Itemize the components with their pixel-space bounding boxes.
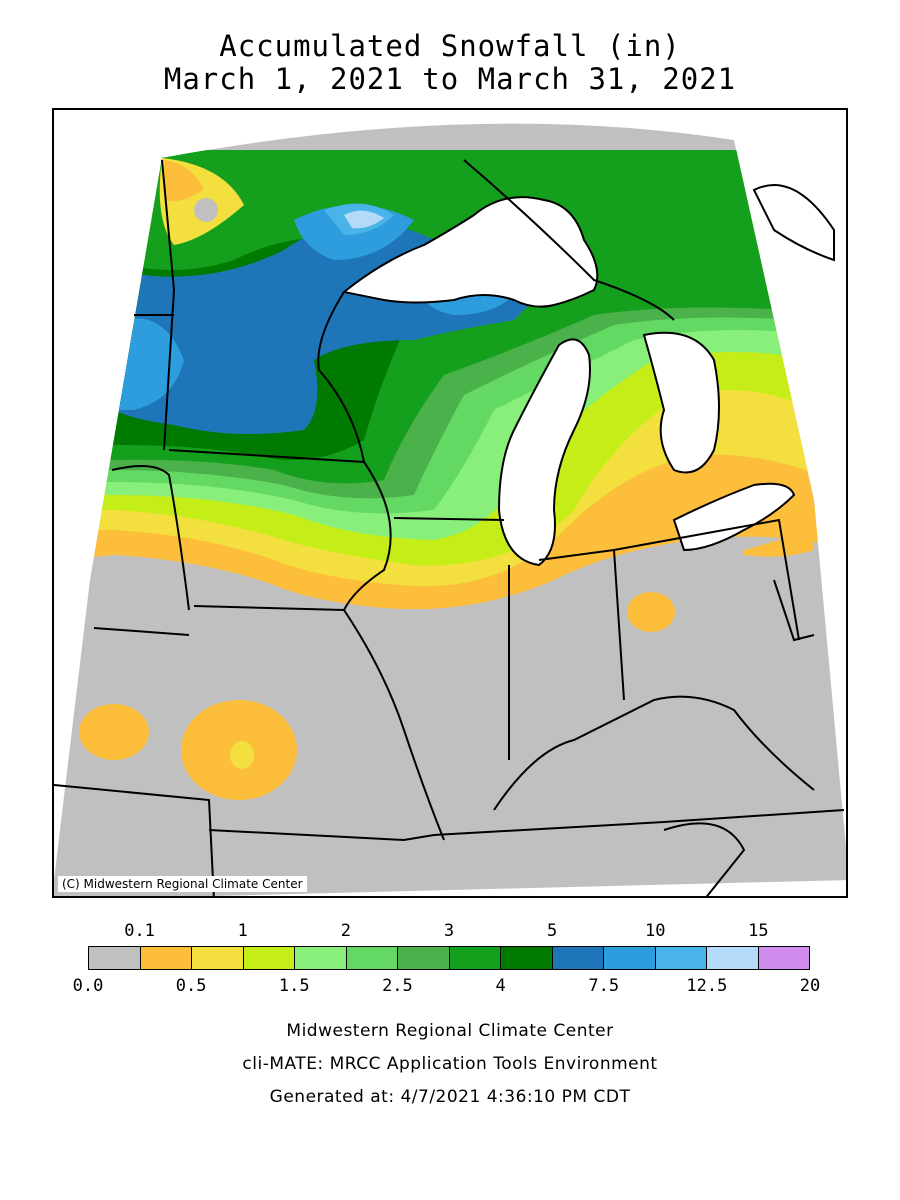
border-tn-va xyxy=(663,822,746,896)
snow-band-nw-orange xyxy=(164,160,204,202)
legend-swatch xyxy=(604,947,656,969)
color-legend xyxy=(88,946,810,970)
legend-bottom-label: 0.0 xyxy=(72,976,104,996)
legend-swatch xyxy=(243,947,295,969)
legend-swatch xyxy=(346,947,398,969)
lake-ontario-region xyxy=(752,184,835,262)
border-mi-up xyxy=(463,159,675,321)
legend-top-label: 3 xyxy=(443,921,455,941)
border-ohio-river xyxy=(493,695,815,811)
legend-swatch xyxy=(140,947,192,969)
snow-band-skyblue-west xyxy=(114,318,184,410)
legend-bottom-label: 1.5 xyxy=(278,976,310,996)
legend-swatch xyxy=(192,947,244,969)
legend-swatch xyxy=(758,947,809,969)
legend-top-label: 1 xyxy=(237,921,248,941)
legend-top-label: 10 xyxy=(645,921,666,941)
legend-swatch xyxy=(89,947,141,969)
legend-bottom-label: 0.5 xyxy=(175,976,207,996)
border-pa-wv xyxy=(773,579,815,642)
lake-superior xyxy=(341,196,599,308)
lake-michigan xyxy=(497,338,591,567)
snow-blob-missouri-core xyxy=(230,741,254,769)
legend-bottom-label: 12.5 xyxy=(686,976,728,996)
legend-top-label: 2 xyxy=(340,921,351,941)
snow-band-nw-gray xyxy=(194,198,218,222)
snow-blob-ohio xyxy=(627,592,675,632)
snow-band-paleblue xyxy=(344,210,384,229)
state-borders xyxy=(54,159,845,896)
footer-generated: Generated at: 4/7/2021 4:36:10 PM CDT xyxy=(269,1087,631,1107)
legend-bottom-label: 20 xyxy=(799,976,821,996)
legend-bottom-label: 4 xyxy=(495,976,506,996)
legend-swatch xyxy=(398,947,450,969)
border-southern xyxy=(208,809,845,842)
footer-tool: cli-MATE: MRCC Application Tools Environ… xyxy=(242,1054,658,1074)
legend-swatch xyxy=(707,947,759,969)
border-nd-mn xyxy=(161,159,176,451)
border-mississippi xyxy=(342,461,445,841)
border-sd-ne xyxy=(111,465,190,611)
legend-swatch xyxy=(449,947,501,969)
snow-blob-kansas xyxy=(79,704,149,760)
legend-swatch xyxy=(552,947,604,969)
border-mn-ia xyxy=(168,449,365,463)
map-title: Accumulated Snowfall (in) xyxy=(219,29,681,63)
legend-top-label: 5 xyxy=(547,921,558,941)
lake-huron xyxy=(642,331,720,474)
legend-top-label: 0.1 xyxy=(124,921,155,941)
snow-blob-east xyxy=(744,530,814,557)
legend-bottom-label: 2.5 xyxy=(382,976,413,996)
legend-bottom-label: 7.5 xyxy=(588,976,620,996)
footer-org: Midwestern Regional Climate Center xyxy=(286,1021,614,1041)
map-credit: (C) Midwestern Regional Climate Center xyxy=(58,876,307,892)
date-range-subtitle: March 1, 2021 to March 31, 2021 xyxy=(163,62,737,96)
map-canvas xyxy=(54,110,846,896)
border-ks-mo xyxy=(54,784,215,896)
legend-swatch xyxy=(655,947,707,969)
border-ne-ks xyxy=(93,627,190,636)
legend-swatch xyxy=(501,947,553,969)
legend-top-label: 15 xyxy=(748,921,769,941)
border-mn-wi xyxy=(317,291,365,463)
border-ia-mo xyxy=(193,605,345,611)
border-wi-il xyxy=(393,517,505,521)
snowfall-map: (C) Midwestern Regional Climate Center xyxy=(52,108,848,898)
legend-swatch xyxy=(295,947,347,969)
great-lakes xyxy=(341,184,835,567)
border-mi-oh xyxy=(613,518,800,641)
